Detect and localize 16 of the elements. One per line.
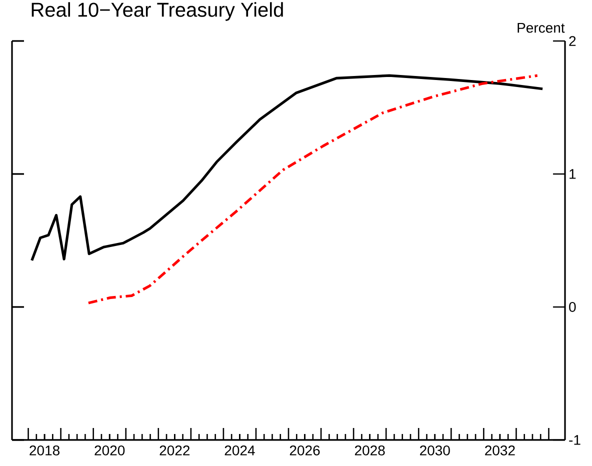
x-tick-label: 2018 <box>30 445 60 456</box>
x-tick-label: 2024 <box>224 445 255 456</box>
line-series <box>87 74 539 304</box>
y-tick-label: 2 <box>569 36 576 46</box>
x-tick-label: 2022 <box>160 445 190 456</box>
x-tick-label: 2028 <box>354 445 385 456</box>
y-tick-label: 0 <box>569 302 576 312</box>
x-tick-label: 2030 <box>420 445 450 456</box>
y-tick-label: -1 <box>569 435 580 445</box>
chart-title: Real 10−Year Treasury Yield <box>32 2 283 21</box>
y-axis-title: Percent <box>518 23 565 33</box>
x-tick-label: 2026 <box>290 445 320 456</box>
x-tick-label: 2020 <box>94 445 125 456</box>
y-tick-label: 1 <box>570 169 576 179</box>
x-tick-label: 2032 <box>485 445 515 456</box>
line-series <box>30 74 544 262</box>
